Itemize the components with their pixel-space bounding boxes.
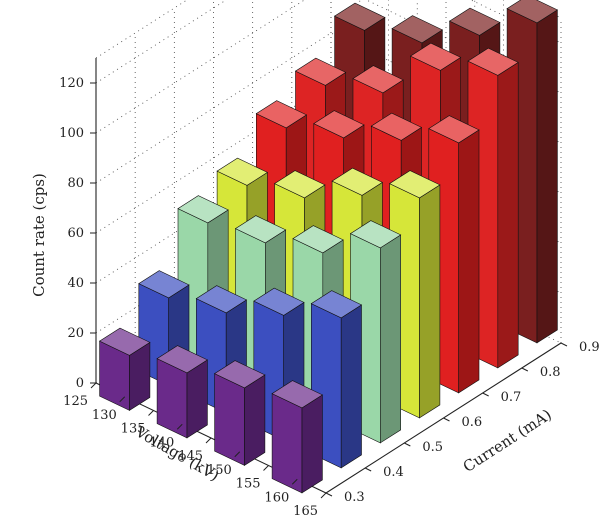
bar-top-face (409, 42, 462, 71)
voltage-tick (119, 396, 126, 403)
bar-150kv-0.3ma (213, 360, 266, 466)
bar-top-face (467, 47, 519, 76)
voltage-tick (263, 465, 269, 471)
bar-top-face (428, 115, 480, 144)
bar-front-face (214, 373, 245, 466)
voltage-tick-label: 165 (293, 504, 318, 519)
current-tick-label: 0.6 (462, 415, 483, 430)
bar-front-face (271, 393, 303, 494)
bar-top-face (388, 170, 441, 199)
bar-130kv-0.3ma (98, 327, 151, 411)
bar-side-face (340, 304, 362, 469)
bar-top-face (98, 327, 151, 356)
bar-top-face (253, 287, 305, 316)
bar-side-face (186, 359, 208, 439)
bar-140kv-0.3ma (156, 345, 209, 439)
current-tick-label: 0.5 (422, 440, 443, 455)
current-tick-label: 0.9 (579, 340, 600, 355)
current-tick-label: 0.8 (540, 365, 561, 380)
voltage-tick (320, 492, 327, 499)
bar-side-face (379, 234, 402, 444)
current-tick (443, 417, 450, 422)
count-rate-tick-label: 120 (59, 76, 84, 91)
bar-top-face (255, 100, 308, 129)
count-rate-tick-label: 0 (76, 376, 84, 391)
voltage-tick (90, 382, 97, 389)
voltage-tick (234, 451, 241, 458)
bar-160kv-0.7ma (428, 115, 480, 394)
voltage-tick (176, 423, 183, 430)
bar-top-face (292, 225, 344, 254)
voltage-tick-label: 145 (178, 449, 203, 464)
bar-side-face (244, 374, 266, 466)
voltage-tick-label: 155 (236, 477, 261, 492)
count-rate-tick-label: 60 (67, 226, 84, 241)
current-tick (560, 342, 568, 347)
bar-160kv-0.3ma (271, 380, 324, 494)
ticks: 0204060801001201251301351401451501551601… (59, 76, 600, 519)
voltage-tick-label: 160 (264, 490, 289, 505)
count-rate-tick-label: 20 (67, 326, 84, 341)
count-rate-axis-title: Count rate (cps) (30, 173, 48, 297)
bar-side-face (497, 61, 519, 369)
voltage-tick-label: 135 (121, 422, 146, 437)
voltage-tick-label: 150 (207, 463, 232, 478)
bar-top-face (310, 290, 363, 319)
voltage-tick (205, 437, 212, 444)
bars (98, 0, 559, 494)
bar-top-face (273, 170, 326, 199)
voltage-tick-label: 140 (149, 435, 174, 450)
current-tick (404, 442, 411, 447)
bar-top-face (138, 270, 190, 299)
bar-top-face (195, 285, 248, 314)
current-tick (325, 492, 333, 497)
bar-top-face (156, 345, 209, 374)
bar-top-face (370, 112, 423, 141)
voltage-tick-label: 125 (63, 394, 88, 409)
count-rate-tick-label: 80 (67, 176, 84, 191)
bar-side-face (536, 9, 558, 344)
voltage-tick-label: 130 (92, 408, 117, 423)
bar-top-face (333, 2, 386, 31)
bar-top-face (313, 110, 365, 139)
bar-side-face (458, 129, 480, 394)
bar-top-face (448, 7, 501, 36)
bar-side-face (419, 184, 441, 419)
bar-side-face (301, 394, 323, 494)
bar-top-face (234, 215, 287, 244)
current-tick-label: 0.3 (344, 490, 365, 505)
voltage-tick (148, 410, 154, 416)
current-tick (482, 392, 489, 397)
bar-top-face (331, 167, 384, 196)
current-tick (521, 367, 529, 372)
bar-top-face (391, 15, 444, 44)
bar-top-face (271, 380, 324, 409)
current-tick (364, 467, 372, 472)
voltage-tick (291, 478, 298, 485)
current-tick-label: 0.4 (383, 465, 404, 480)
bar-top-face (506, 0, 559, 24)
bar-top-face (177, 195, 229, 224)
bar-top-face (216, 157, 269, 186)
current-tick-label: 0.7 (501, 390, 522, 405)
count-rate-tick-label: 40 (67, 276, 84, 291)
count-rate-tick-label: 100 (59, 126, 84, 141)
bar-top-face (349, 220, 402, 249)
bar-top-face (213, 360, 266, 389)
bar-top-face (352, 65, 404, 94)
bar-top-face (294, 57, 347, 86)
